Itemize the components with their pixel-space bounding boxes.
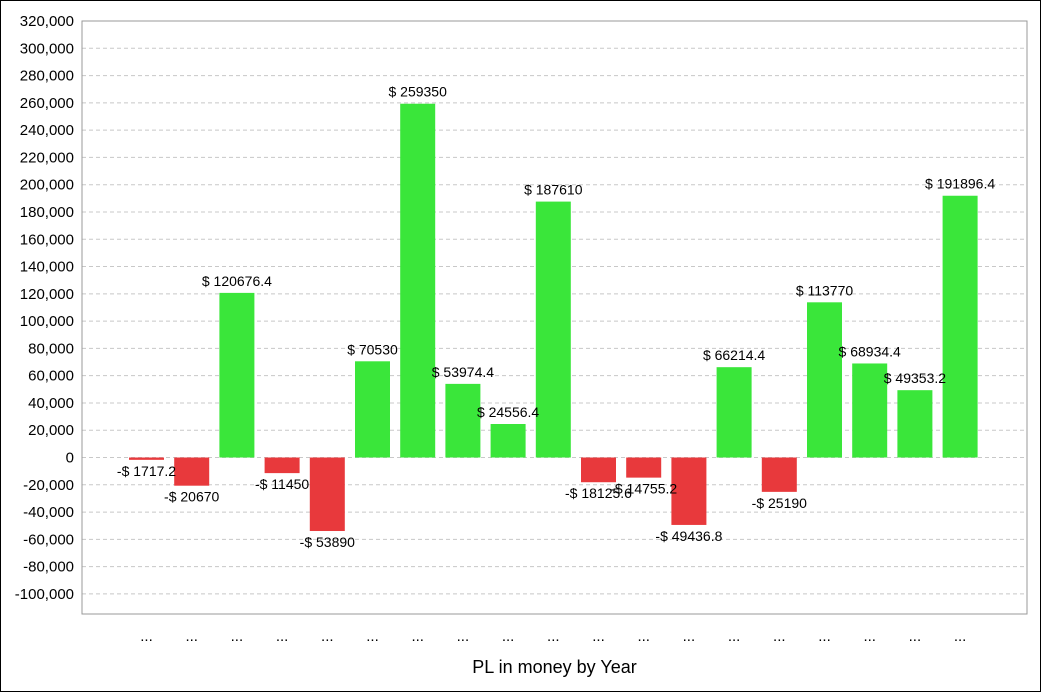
- y-tick-label: 60,000: [28, 368, 74, 385]
- y-tick-label: 80,000: [28, 340, 74, 357]
- y-tick-label: 180,000: [20, 204, 74, 221]
- y-tick-label: 240,000: [20, 122, 74, 139]
- x-axis-label: PL in money by Year: [472, 657, 636, 677]
- bar-data-label: $ 24556.4: [477, 404, 539, 420]
- x-tick-label: ...: [231, 628, 244, 645]
- bar-data-label: $ 113770: [796, 282, 854, 298]
- bar-data-label: -$ 49436.8: [655, 528, 722, 544]
- x-tick-label: ...: [592, 628, 605, 645]
- x-tick-label: ...: [954, 628, 967, 645]
- bar[interactable]: [174, 457, 210, 486]
- y-tick-label: 300,000: [20, 40, 74, 57]
- y-tick-label: 160,000: [20, 231, 74, 248]
- x-tick-label: ...: [683, 628, 696, 645]
- x-axis-ticks: ........................................…: [140, 628, 966, 645]
- y-tick-label: 260,000: [20, 95, 74, 112]
- bar-data-label: -$ 11450: [255, 476, 309, 492]
- plot-area: [81, 20, 1028, 615]
- bar-data-label: $ 53974.4: [432, 364, 494, 380]
- bar-data-label: $ 191896.4: [925, 176, 995, 192]
- bars: [129, 103, 978, 532]
- bar[interactable]: [490, 424, 526, 458]
- y-tick-label: 0: [66, 450, 74, 467]
- y-tick-label: 200,000: [20, 177, 74, 194]
- bar[interactable]: [761, 457, 797, 492]
- y-tick-label: 220,000: [20, 149, 74, 166]
- x-tick-label: ...: [637, 628, 650, 645]
- y-axis-ticks: -100,000 -80,000 -60,000 -40,000 -20,000 0 20,…: [15, 13, 74, 603]
- bar[interactable]: [219, 292, 255, 458]
- y-tick-label: 280,000: [20, 68, 74, 85]
- bar-data-label: -$ 53890: [300, 534, 355, 550]
- y-tick-label: -100,000: [15, 586, 74, 603]
- bar-data-label: -$ 18125.6: [565, 485, 632, 501]
- bar[interactable]: [355, 361, 390, 458]
- bar[interactable]: [626, 457, 662, 478]
- x-tick-label: ...: [818, 628, 831, 645]
- y-tick-label: -60,000: [23, 531, 74, 548]
- x-tick-label: ...: [728, 628, 741, 645]
- bar-data-label: -$ 1717.2: [117, 463, 176, 479]
- x-tick-label: ...: [411, 628, 424, 645]
- bar[interactable]: [671, 457, 707, 525]
- bar[interactable]: [264, 457, 300, 474]
- x-tick-label: ...: [366, 628, 379, 645]
- data-labels: -$ 1717.2 -$ 20670 $ 120676.4 -$ 11450 -$ 53…: [117, 84, 995, 550]
- bar[interactable]: [581, 457, 616, 483]
- bar-data-label: $ 66214.4: [703, 347, 765, 363]
- x-tick-label: ...: [457, 628, 470, 645]
- x-tick-label: ...: [140, 628, 153, 645]
- bar[interactable]: [129, 457, 164, 460]
- y-tick-label: -80,000: [23, 559, 74, 576]
- x-tick-label: ...: [185, 628, 198, 645]
- x-tick-label: ...: [502, 628, 515, 645]
- y-tick-label: -40,000: [23, 504, 74, 521]
- bar[interactable]: [445, 383, 481, 458]
- bar-data-label: $ 120676.4: [202, 273, 272, 289]
- y-tick-label: 120,000: [20, 286, 74, 303]
- bar[interactable]: [807, 302, 842, 458]
- bar[interactable]: [535, 201, 571, 458]
- bar-data-label: -$ 20670: [164, 489, 219, 505]
- x-tick-label: ...: [547, 628, 560, 645]
- x-tick-label: ...: [863, 628, 876, 645]
- y-tick-label: -20,000: [23, 477, 74, 494]
- y-tick-label: 40,000: [28, 395, 74, 412]
- bar[interactable]: [400, 103, 436, 458]
- bar-data-label: $ 68934.4: [839, 343, 901, 359]
- bar[interactable]: [309, 457, 345, 532]
- bar-data-label: $ 259350: [388, 84, 447, 100]
- bar[interactable]: [716, 367, 752, 458]
- bar[interactable]: [852, 363, 888, 458]
- y-tick-label: 140,000: [20, 259, 74, 276]
- bar-data-label: -$ 14755.2: [610, 481, 677, 497]
- y-tick-label: 20,000: [28, 422, 74, 439]
- x-tick-label: ...: [773, 628, 786, 645]
- y-tick-label: 100,000: [20, 313, 74, 330]
- x-tick-label: ...: [909, 628, 922, 645]
- bar[interactable]: [942, 195, 978, 458]
- bar-data-label: $ 49353.2: [884, 370, 946, 386]
- bar-data-label: -$ 25190: [752, 495, 807, 511]
- y-tick-label: 320,000: [20, 13, 74, 30]
- x-tick-label: ...: [321, 628, 334, 645]
- bar-data-label: $ 70530: [347, 341, 398, 357]
- bar-data-label: $ 187610: [524, 182, 583, 198]
- x-tick-label: ...: [276, 628, 289, 645]
- bar[interactable]: [897, 390, 933, 458]
